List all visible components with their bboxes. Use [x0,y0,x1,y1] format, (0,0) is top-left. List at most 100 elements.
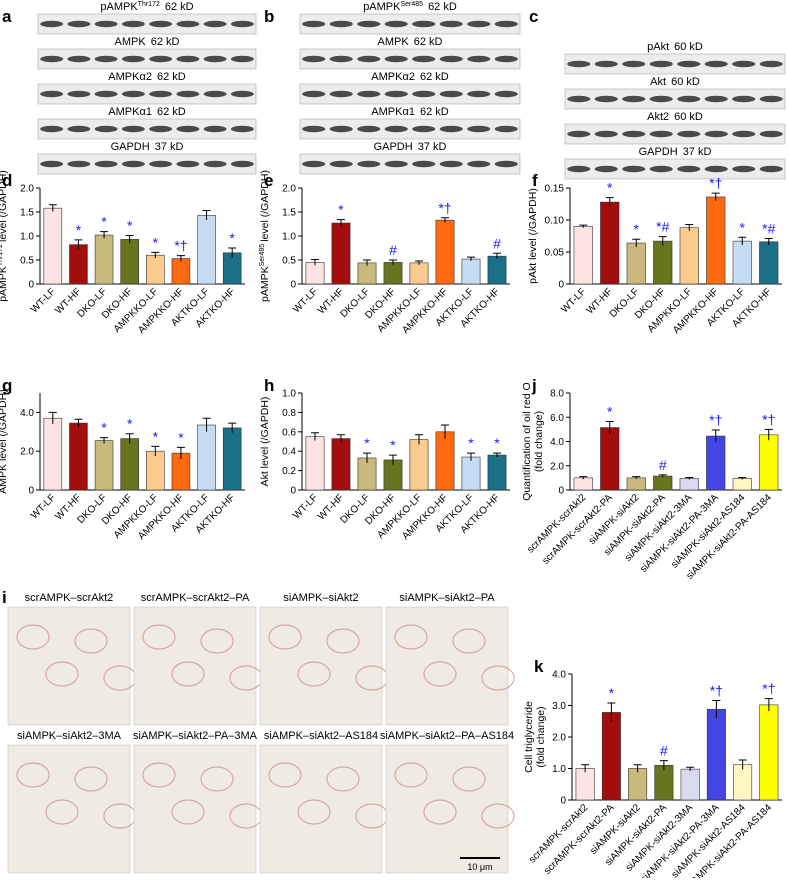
bar [679,227,699,285]
superscript: Thr172 [0,244,4,266]
bar [732,478,752,491]
blot-band [67,55,91,63]
y-axis-label-text: AMPK level (/GAPDH) [0,389,9,493]
y-axis-label: Cell triglyceride [523,701,535,773]
bar [654,765,674,801]
cell [452,628,486,654]
blot-label: GAPDH 37 kD [111,141,184,153]
kd: 62 kD [420,106,449,118]
blot-band [302,160,326,168]
y-tick-label: 4.0 [20,408,34,419]
blot-band [67,90,91,98]
error-bar [441,217,449,223]
y-axis-label-text: Quantification of oil red O [521,382,533,500]
blot-band [176,20,200,28]
blot-band [149,90,173,98]
blot-band [439,20,463,28]
kd: 62 kD [428,1,457,13]
bar [487,454,507,491]
blot-band [40,160,64,168]
blot-band [230,90,254,98]
blot-label: Akt 60 kD [650,76,700,88]
y-tick-label: 1.0 [552,764,566,775]
blot-band [384,55,408,63]
y-tick-label: 0 [560,796,566,807]
superscript: Thr172 [138,1,160,8]
y-tick-label: 0.5 [20,256,34,267]
bar [759,241,779,285]
cell [45,661,79,687]
significance-marker: *† [438,200,451,216]
blot-band [40,90,64,98]
significance-marker: * [127,218,133,234]
blot-band [302,125,326,133]
bar [331,438,351,491]
error-bar [363,259,371,266]
y-tick-label: 1.0 [282,232,296,243]
cell [452,766,486,792]
superscript: Ser485 [259,244,266,267]
bar [600,427,620,491]
significance-marker: *† [762,681,775,697]
blot-strip [299,13,521,35]
significance-marker: * [740,219,746,235]
y-tick-label: 4.0 [552,670,566,681]
error-bar [764,698,773,712]
blot-band [94,125,118,133]
error-bar [711,429,720,443]
error-bar [764,428,773,441]
blot-band [67,125,91,133]
significance-marker: * [390,437,396,453]
blot-band [121,160,145,168]
significance-marker: # [493,235,501,251]
protein-name: AMPKα1 [108,106,152,118]
micrograph-caption: siAMPK–siAkt2 [283,592,358,604]
blot-band [302,20,326,28]
blot-band [40,55,64,63]
protein-name: AMPKα1 [371,106,415,118]
x-tick-label: WT-LF [29,492,58,521]
bar [43,417,63,491]
significance-marker: * [153,428,159,444]
error-bar [337,219,345,227]
error-bar [711,192,720,201]
micrograph-caption: siAMPK–siAkt2–PA–3MA [133,730,258,742]
blot-label: pAkt 60 kD [647,41,703,53]
x-tick-label: WT-LF [559,286,588,315]
bar [732,240,752,285]
panel-letter: e [264,171,273,190]
cell [326,766,360,792]
blot-band [176,125,200,133]
bar [706,435,726,491]
blot-label: Akt2 60 kD [647,111,703,123]
y-axis-label: (fold change) [535,706,547,767]
blot-strip [564,158,786,180]
cell [16,762,50,788]
bar [573,477,593,491]
cell [394,624,428,650]
micrograph-caption: siAMPK–siAkt2–PA–AS184 [380,730,514,742]
bar [146,254,165,285]
error-bar [659,760,668,771]
y-tick-label: 0 [290,280,296,291]
error-bar [658,236,667,246]
error-bar [581,764,590,773]
blot-band [567,165,591,173]
error-bar [48,411,57,425]
blot-strip [299,83,521,105]
error-bar [337,434,345,443]
panel-letter: j [531,376,537,395]
y-axis-label: Quantification of oil red O [521,382,533,500]
blot-strip [37,13,257,35]
cell [423,799,457,825]
error-bar [48,204,57,212]
blot-band [494,90,518,98]
error-bar [764,238,773,245]
blot-band [439,125,463,133]
blot-band [704,60,728,68]
significance-marker: *† [174,238,187,254]
bar [69,422,88,491]
blot-label: AMPK 62 kD [378,36,443,48]
error-bar [125,433,134,444]
blot-band [622,95,646,103]
